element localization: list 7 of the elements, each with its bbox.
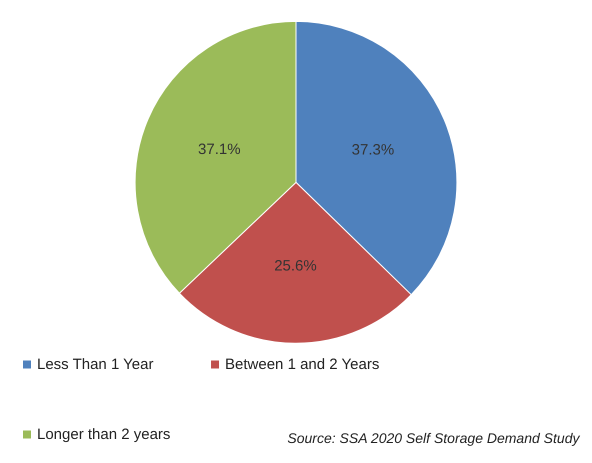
legend-label: Less Than 1 Year — [37, 356, 154, 373]
legend-label: Between 1 and 2 Years — [225, 356, 380, 373]
data-label: 25.6% — [274, 257, 317, 274]
legend-label: Longer than 2 years — [37, 426, 170, 443]
data-label: 37.3% — [352, 141, 394, 158]
data-label: 37.1% — [198, 140, 241, 158]
source-note: Source: SSA 2020 Self Storage Demand Study — [287, 430, 580, 446]
